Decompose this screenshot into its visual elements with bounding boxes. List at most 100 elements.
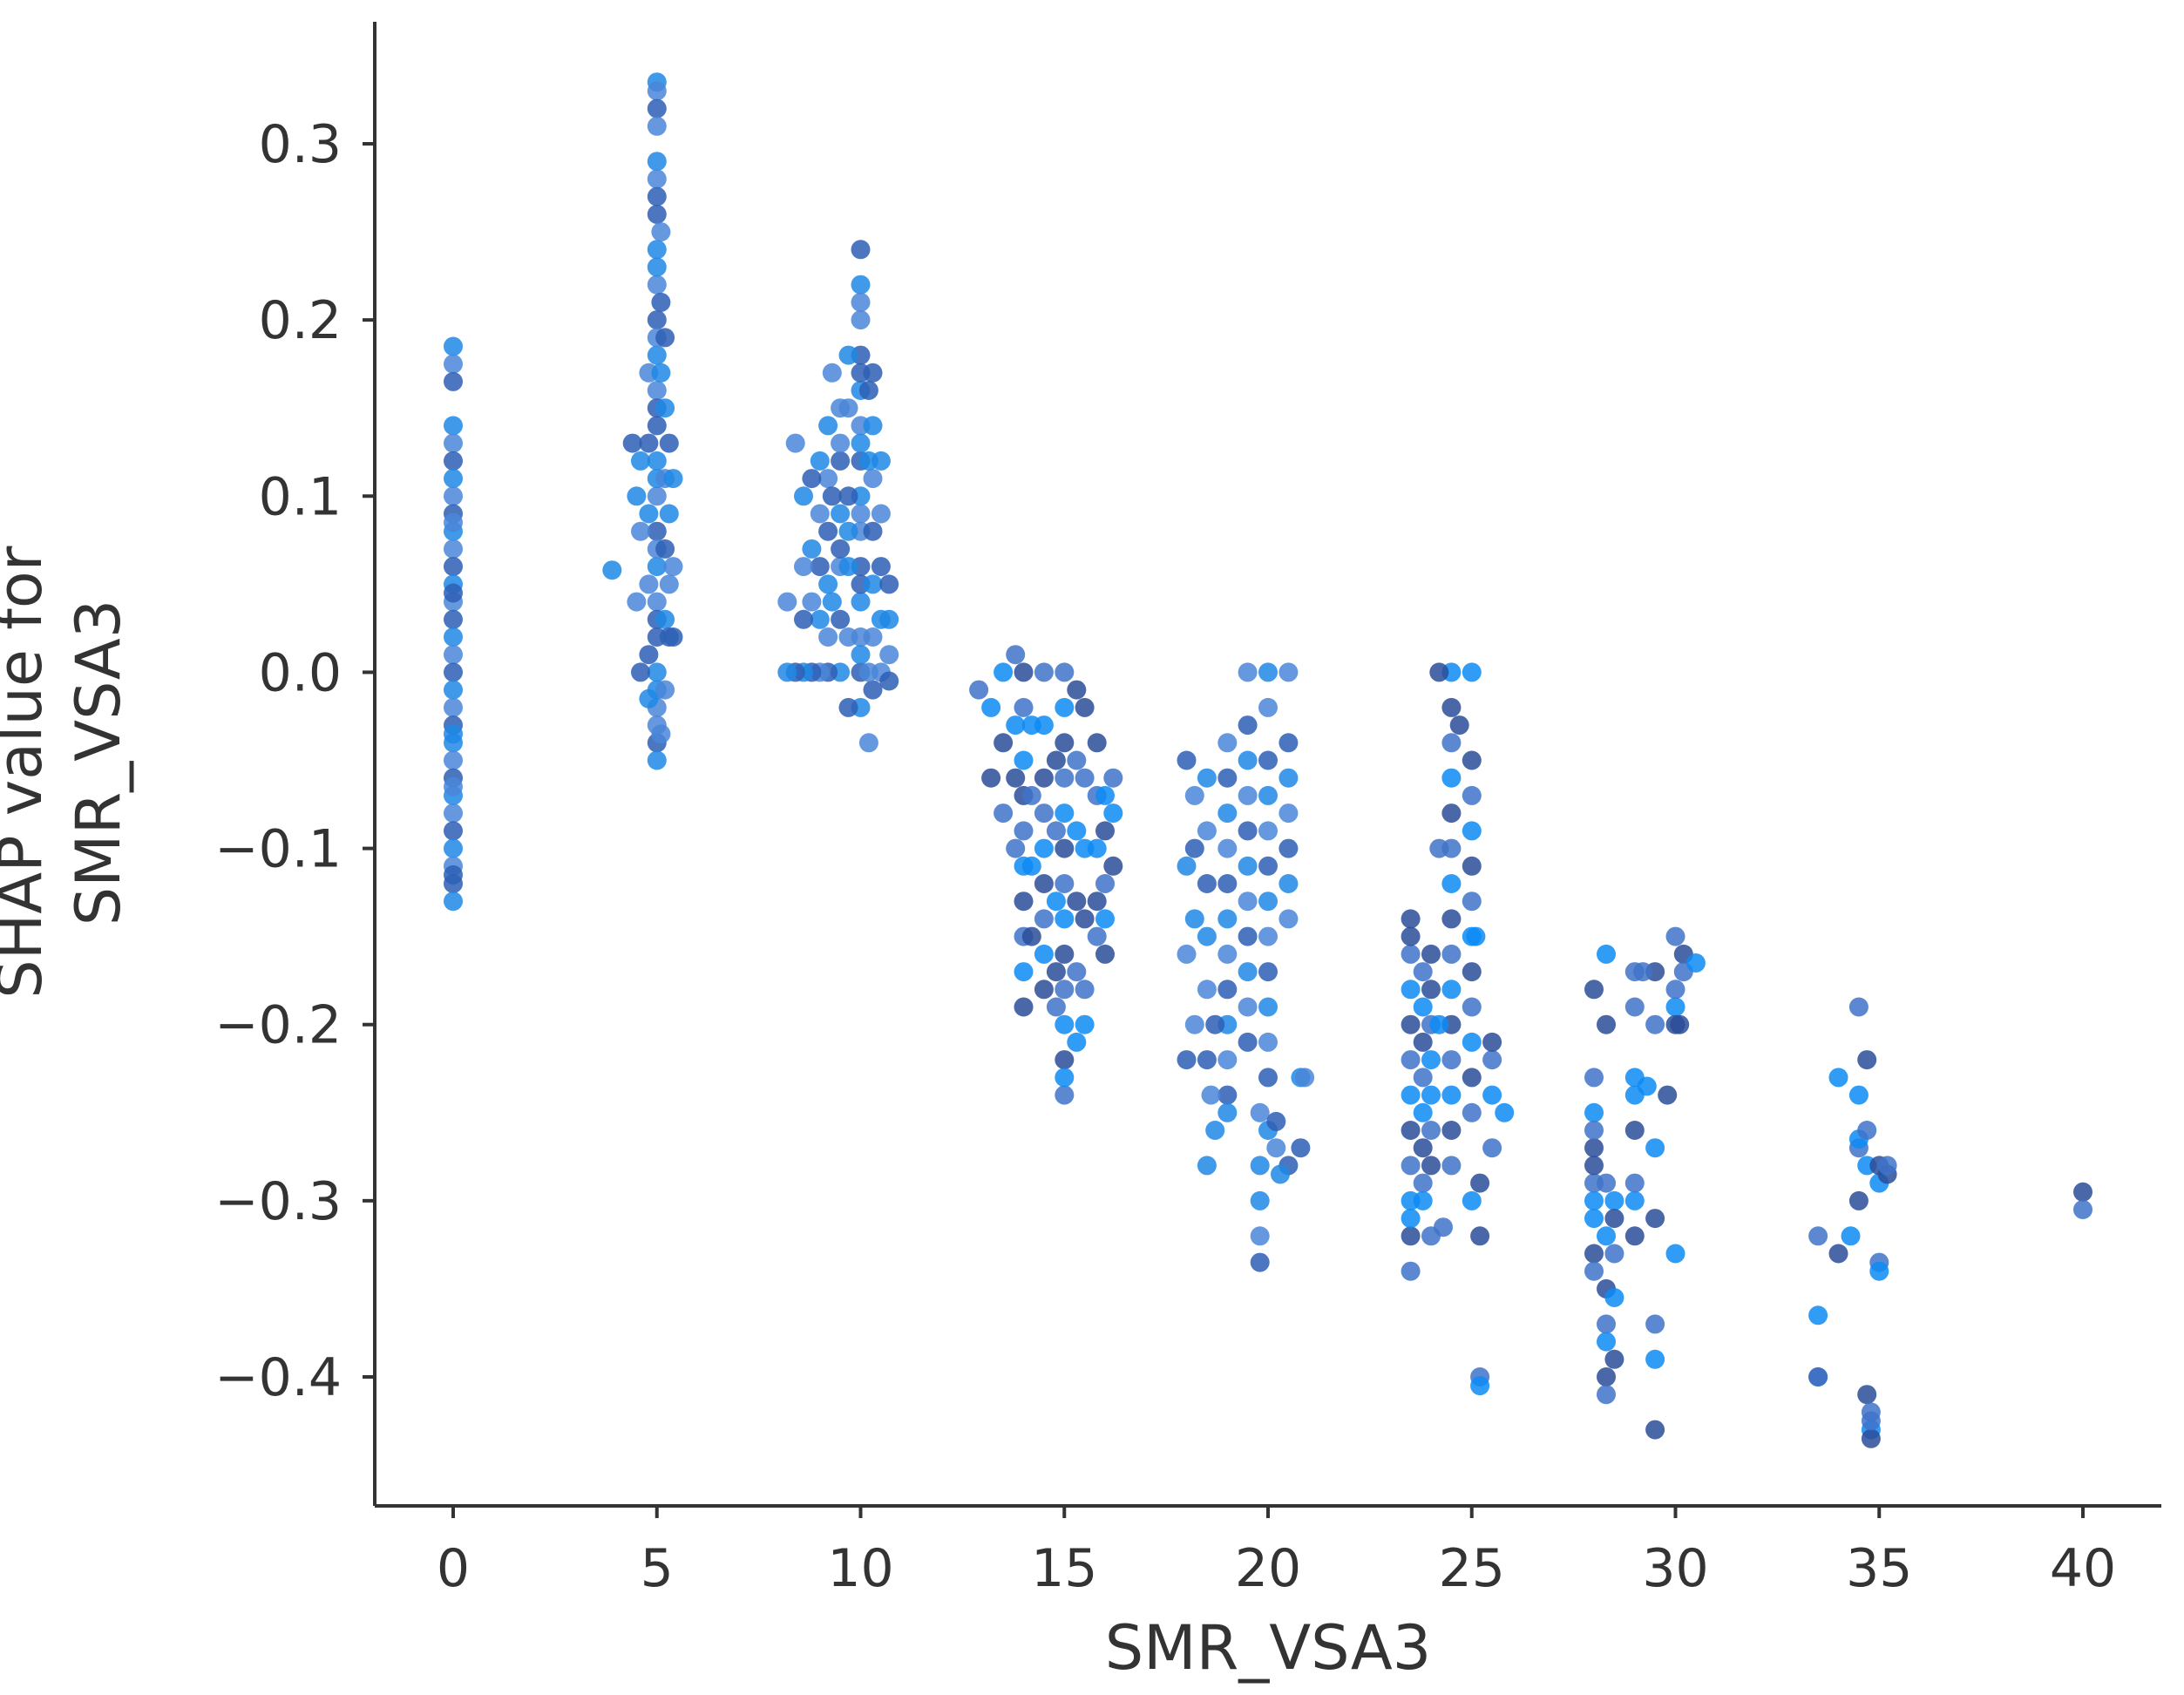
data-point [1103,768,1123,788]
scatter-points [444,72,2092,1448]
y-tick-label: −0.4 [214,1347,342,1408]
y-axis-label-line-1: SHAP value for [0,546,56,998]
data-point [647,451,667,471]
data-point [1429,1014,1449,1034]
data-point [1238,1032,1258,1052]
data-point [1258,697,1278,717]
data-point [1645,1420,1665,1440]
data-point [639,504,659,524]
data-point [647,557,667,577]
data-point [1462,1068,1482,1088]
data-point [1217,768,1238,788]
data-point [1067,821,1087,841]
data-point [1075,1014,1095,1034]
data-point [1258,785,1278,805]
data-point [1462,892,1482,912]
data-point [785,433,805,453]
data-point [1279,838,1299,858]
data-point [1665,997,1685,1017]
data-point [1279,803,1299,824]
data-point [994,733,1014,753]
data-point [1217,1102,1238,1122]
data-point [1584,1261,1604,1281]
data-point [655,609,675,629]
data-point [2073,1200,2092,1219]
data-point [1021,715,1041,736]
data-point [1177,1050,1197,1070]
data-point [1034,838,1054,858]
data-point [444,416,463,436]
data-point [1205,1014,1225,1034]
data-point [1401,1156,1421,1176]
data-point [777,662,797,682]
data-point [1103,856,1123,876]
data-point [794,486,813,506]
data-point [1055,1050,1075,1070]
data-point [1177,944,1197,964]
data-point [647,81,667,101]
data-point [1665,980,1685,1000]
data-point [655,328,675,348]
data-point [838,345,858,365]
data-point [851,592,871,612]
data-point [1055,803,1075,824]
data-point [1095,944,1115,964]
data-point [1238,962,1258,982]
data-point [1217,944,1238,964]
data-point [1021,856,1041,876]
data-point [1250,1156,1270,1176]
data-point [1604,1349,1624,1369]
data-point [1466,926,1486,946]
data-point [1665,926,1685,946]
data-point [1401,1261,1421,1281]
data-point [871,504,891,524]
data-point [1633,962,1653,982]
data-point [647,750,667,770]
x-tick-label: 30 [1642,1538,1708,1599]
x-axis-label: SMR_VSA3 [1105,1612,1432,1684]
x-tick-label: 0 [437,1538,470,1599]
data-point [1624,1190,1645,1210]
data-point [1014,821,1034,841]
data-point [1441,733,1462,753]
data-point [1421,1156,1441,1176]
data-point [1584,1068,1604,1088]
data-point [838,557,858,577]
x-tick-label: 20 [1235,1538,1301,1599]
data-point [1258,962,1278,982]
data-point [647,98,667,119]
data-point [1087,838,1107,858]
data-point [1055,1014,1075,1034]
data-point [647,116,667,136]
data-point [1046,750,1066,770]
data-point [858,733,878,753]
data-point [994,662,1014,682]
data-point [1279,733,1299,753]
data-point [838,398,858,418]
data-point [647,257,667,277]
data-point [1021,926,1041,946]
y-tick-label: 0.3 [259,114,342,175]
data-point [1441,697,1462,717]
data-point [1087,733,1107,753]
data-point [647,240,667,260]
data-point [1401,1085,1421,1105]
data-point [838,697,858,717]
data-point [1034,944,1054,964]
data-point [631,662,650,682]
data-point [1205,1121,1225,1140]
data-point [1857,1121,1877,1140]
data-point [444,803,463,824]
data-point [1291,1138,1311,1158]
data-point [1197,1156,1217,1176]
data-point [1279,768,1299,788]
data-point [831,504,851,524]
data-point [1401,1226,1421,1246]
data-point [1238,785,1258,805]
data-point [444,583,463,603]
data-point [1075,697,1095,717]
data-point [1055,733,1075,753]
data-point [1808,1226,1828,1246]
data-point [1848,1190,1869,1210]
data-point [1877,1156,1897,1176]
